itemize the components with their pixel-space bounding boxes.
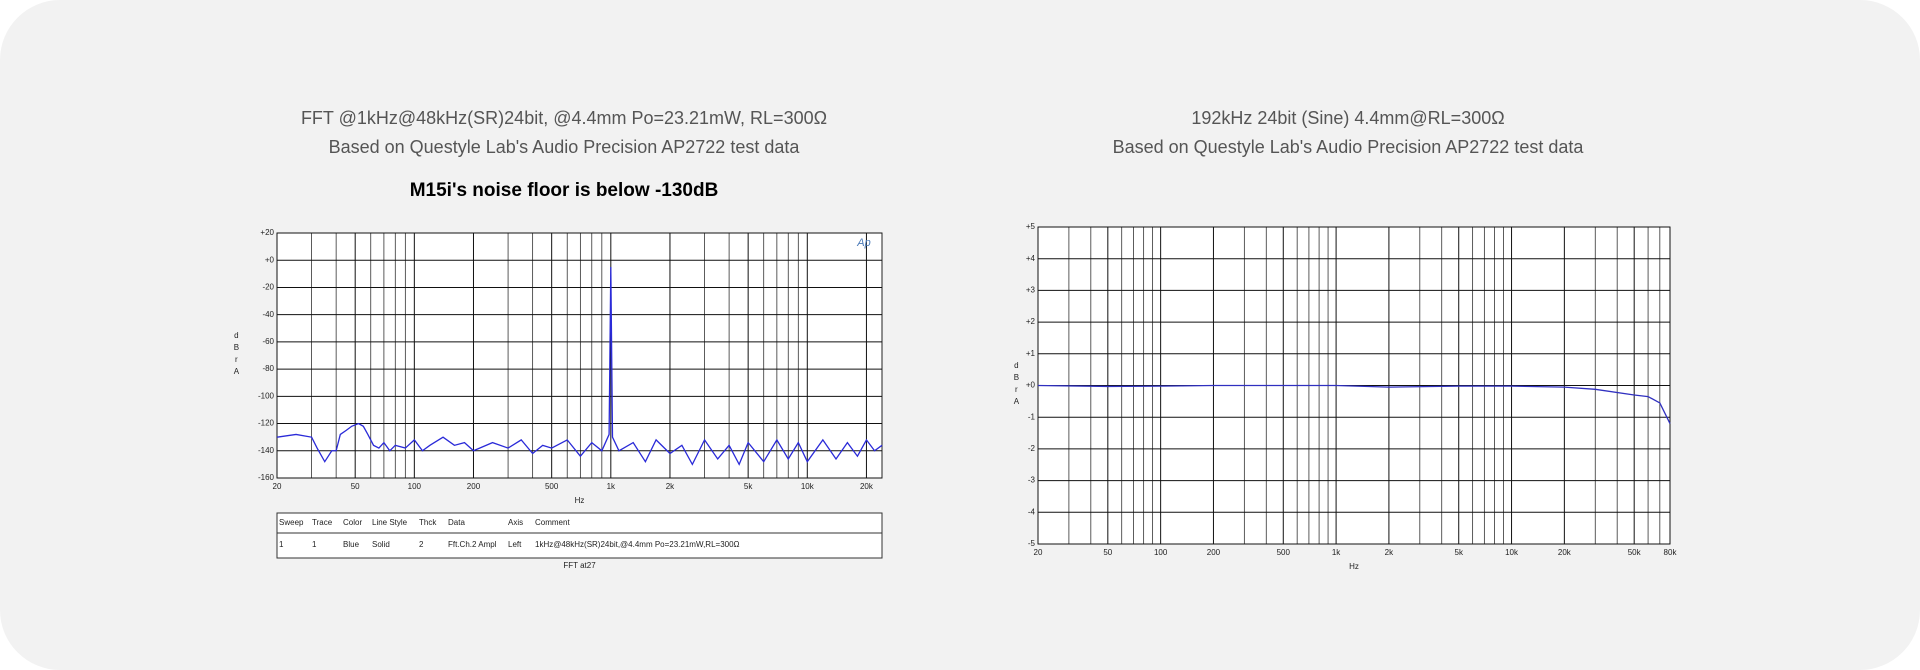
y-axis-label: dBrA <box>232 331 241 379</box>
table-cell: Fft.Ch.2 Ampl <box>448 540 497 549</box>
y-tick-label: -40 <box>262 310 274 319</box>
table-cell: Blue <box>343 540 360 549</box>
data-line <box>1037 384 1671 424</box>
y-tick-label: -120 <box>258 419 275 428</box>
y-axis-label: dBrA <box>1012 361 1021 409</box>
table-header-cell: Color <box>343 518 362 527</box>
table-header-cell: Thck <box>419 518 437 527</box>
table-cell: 1 <box>279 540 284 549</box>
y-tick-label: -1 <box>1028 412 1036 421</box>
table-cell: Solid <box>372 540 390 549</box>
x-tick-label: 100 <box>1154 548 1168 557</box>
y-tick-label: -5 <box>1028 539 1036 548</box>
x-tick-label: 500 <box>545 482 559 491</box>
table-frame <box>276 512 883 559</box>
y-tick-label: -100 <box>258 391 275 400</box>
x-tick-label: 20 <box>1034 548 1043 557</box>
y-tick-label: +20 <box>260 228 274 237</box>
y-tick-label: -60 <box>262 337 274 346</box>
x-tick-label: 50 <box>351 482 360 491</box>
y-tick-label: +4 <box>1026 254 1036 263</box>
x-tick-label: 2k <box>1385 548 1394 557</box>
table-header-cell: Sweep <box>279 518 304 527</box>
x-tick-label: 100 <box>408 482 422 491</box>
x-tick-label: 1k <box>607 482 616 491</box>
annotation: M15i's noise floor is below -130dB <box>410 180 719 201</box>
y-tick-label: +5 <box>1026 222 1036 231</box>
x-tick-label: 200 <box>1207 548 1221 557</box>
x-tick-label: 80k <box>1664 548 1678 557</box>
x-tick-label: 50k <box>1628 548 1642 557</box>
chart-title: FFT @1kHz@48kHz(SR)24bit, @4.4mm Po=23.2… <box>301 108 827 128</box>
x-tick-label: 20 <box>273 482 282 491</box>
table-header-cell: Axis <box>508 518 523 527</box>
y-tick-label: +1 <box>1026 349 1036 358</box>
table-caption: FFT at27 <box>563 561 596 570</box>
y-tick-label: +2 <box>1026 317 1036 326</box>
y-tick-label: -2 <box>1028 444 1036 453</box>
x-tick-label: 500 <box>1277 548 1291 557</box>
table-header-cell: Comment <box>535 518 570 527</box>
y-tick-label: +0 <box>1026 381 1036 390</box>
x-tick-label: 1k <box>1332 548 1341 557</box>
x-tick-label: 10k <box>1505 548 1519 557</box>
x-tick-label: 20k <box>1558 548 1572 557</box>
x-axis-label: Hz <box>575 496 585 505</box>
x-tick-label: 20k <box>860 482 874 491</box>
y-tick-label: -3 <box>1028 476 1036 485</box>
y-tick-label: -140 <box>258 446 275 455</box>
y-tick-label: -160 <box>258 473 275 482</box>
plot-area <box>276 232 883 479</box>
data-line <box>276 267 883 466</box>
x-tick-label: 10k <box>801 482 815 491</box>
x-tick-label: 5k <box>1455 548 1464 557</box>
y-tick-label: +3 <box>1026 286 1036 295</box>
y-tick-label: +0 <box>265 255 275 264</box>
chart-subtitle: Based on Questyle Lab's Audio Precision … <box>1113 137 1585 157</box>
x-axis-label: Hz <box>1349 562 1359 571</box>
table-cell: 2 <box>419 540 424 549</box>
table-cell: 1 <box>312 540 317 549</box>
y-tick-label: -4 <box>1028 507 1036 516</box>
y-tick-label: -20 <box>262 283 274 292</box>
chart-title: 192kHz 24bit (Sine) 4.4mm@RL=300Ω <box>1191 108 1504 128</box>
table-header-cell: Data <box>448 518 465 527</box>
x-tick-label: 200 <box>467 482 481 491</box>
x-tick-label: 5k <box>744 482 753 491</box>
y-tick-label: -80 <box>262 364 274 373</box>
logo: Ap <box>856 237 870 249</box>
x-tick-label: 50 <box>1103 548 1112 557</box>
table-header-cell: Line Style <box>372 518 408 527</box>
chart-subtitle: Based on Questyle Lab's Audio Precision … <box>329 137 801 157</box>
table-cell: 1kHz@48kHz(SR)24bit,@4.4mm Po=23.21mW,RL… <box>535 540 740 549</box>
x-tick-label: 2k <box>666 482 675 491</box>
table-header-cell: Trace <box>312 518 333 527</box>
table-cell: Left <box>508 540 522 549</box>
